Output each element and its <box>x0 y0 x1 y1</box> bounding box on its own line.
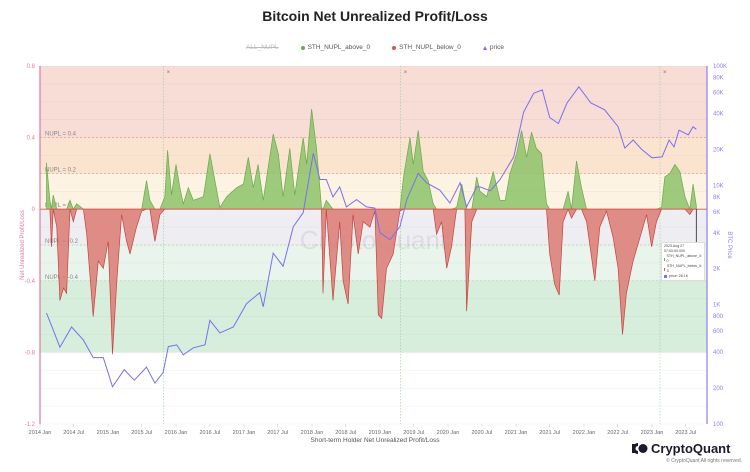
x-axis-tick-label: 2016 Jul <box>199 430 220 436</box>
x-axis-tick-label: 2022 Jan <box>573 430 596 436</box>
tooltip-price: price: 26.1K <box>669 274 689 278</box>
legend-sth-below-label: STH_NUPL_below_0 <box>399 44 461 51</box>
legend-item-all-nupl[interactable]: ALL_NUPL <box>246 44 279 51</box>
x-axis-tick-label: 2023 Jul <box>675 430 696 436</box>
legend-price-label: price <box>489 44 504 51</box>
x-axis-tick-label: 2023 Jan <box>641 430 664 436</box>
cryptoquant-logo-icon <box>632 443 648 454</box>
right-axis-tick-label: 80K <box>713 76 724 82</box>
right-axis-tick-label: 4K <box>713 231 720 237</box>
x-axis-tick-label: 2020 Jan <box>437 430 460 436</box>
reference-line-label: NUPL = 0 <box>45 203 72 209</box>
right-axis-tick-label: 100K <box>713 64 727 70</box>
x-axis-tick-label: 2018 Jan <box>301 430 324 436</box>
legend-item-sth-above[interactable]: STH_NUPL_above_0 <box>300 44 371 51</box>
left-axis-tick-label: 0.4 <box>27 136 36 142</box>
left-axis-tick-label: 0 <box>32 207 36 213</box>
x-axis-tick-label: 2019 Jan <box>369 430 392 436</box>
x-axis-tick-label: 2016 Jan <box>165 430 188 436</box>
copyright: © CryptoQuant All rights reserved. <box>666 458 742 464</box>
x-axis-tick-label: 2021 Jul <box>539 430 560 436</box>
x-axis-tick-label: 2014 Jan <box>29 430 52 436</box>
zone-band <box>40 280 707 353</box>
triangle-icon <box>482 45 487 50</box>
right-axis-tick-label: 200 <box>713 386 724 392</box>
right-axis-tick-label: 8K <box>713 195 720 201</box>
right-axis-tick-label: 60K <box>713 90 724 96</box>
red-dot-icon <box>392 45 397 50</box>
right-axis-tick-label: 600 <box>713 329 724 335</box>
legend-item-price[interactable]: price <box>482 44 504 51</box>
legend-sth-above-label: STH_NUPL_above_0 <box>307 44 371 51</box>
x-axis-tick-label: 2020 Jul <box>471 430 492 436</box>
tooltip-below: STH_NUPL_below_0: 0 <box>666 264 702 273</box>
x-axis-tick-label: 2021 Jan <box>505 430 528 436</box>
price-line <box>46 85 697 388</box>
red-square-icon <box>664 267 665 271</box>
left-axis-tick-label: -1.2 <box>25 422 36 428</box>
legend: ALL_NUPL STH_NUPL_above_0 STH_NUPL_below… <box>0 44 750 51</box>
event-marker-icon: × <box>167 70 171 76</box>
legend-all-nupl-label: ALL_NUPL <box>246 44 279 51</box>
x-axis-tick-label: 2015 Jul <box>131 430 152 436</box>
sth-nupl-below-0-area <box>46 208 697 355</box>
reference-line-label: NUPL = 0.2 <box>45 167 77 173</box>
purple-square-icon <box>664 275 667 278</box>
legend-item-sth-below[interactable]: STH_NUPL_below_0 <box>392 44 461 51</box>
x-axis-tick-label: 2017 Jan <box>233 430 256 436</box>
left-axis-tick-label: -0.4 <box>25 279 36 285</box>
x-axis-tick-label: 2019 Jul <box>403 430 424 436</box>
chart-title: Bitcoin Net Unrealized Profit/Loss <box>262 8 488 24</box>
tooltip-above: STH_NUPL_above_0: 0 <box>666 254 702 263</box>
reference-line-label: NUPL = 0.4 <box>45 132 77 138</box>
x-axis-tick-label: 2014 Jul <box>63 430 84 436</box>
left-axis-tick-label: 0.8 <box>27 64 36 70</box>
zone-band <box>40 66 707 138</box>
cryptoquant-logo[interactable]: CryptoQuant <box>632 441 730 456</box>
right-axis-tick-label: 800 <box>713 314 724 320</box>
x-axis-tick-label: 2017 Jul <box>267 430 288 436</box>
right-axis-tick-label: 1K <box>713 303 720 309</box>
zone-band <box>40 137 707 174</box>
right-axis-tick-label: 400 <box>713 350 724 356</box>
left-axis-tick-label: -0.8 <box>25 350 36 356</box>
left-axis-title: Net Unrealized Profit/Loss <box>20 210 26 280</box>
right-axis-tick-label: 2K <box>713 267 720 273</box>
x-axis-tick-label: 2018 Jul <box>335 430 356 436</box>
tooltip: 2023 Aug 27 07:00:00.000 STH_NUPL_above_… <box>661 242 705 281</box>
logo-text: CryptoQuant <box>651 441 731 456</box>
x-axis-title: Short-term Holder Net Unrealized Profit/… <box>310 437 440 444</box>
x-axis-tick-label: 2022 Jul <box>607 430 628 436</box>
green-dot-icon <box>300 45 305 50</box>
right-axis-tick-label: 20K <box>713 147 724 153</box>
right-axis-tick-label: 6K <box>713 210 720 216</box>
right-axis-tick-label: 10K <box>713 183 724 189</box>
right-axis-tick-label: 100 <box>713 422 724 428</box>
event-marker-icon: × <box>404 70 408 76</box>
event-marker-icon: × <box>663 70 667 76</box>
x-axis-tick-label: 2015 Jan <box>97 430 120 436</box>
tooltip-date: 2023 Aug 27 07:00:00.000 <box>664 244 685 253</box>
right-axis-tick-label: 40K <box>713 111 724 117</box>
right-axis-title: BTC Price <box>726 231 732 259</box>
